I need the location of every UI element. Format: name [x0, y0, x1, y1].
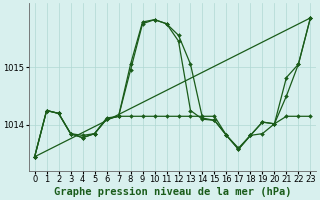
X-axis label: Graphe pression niveau de la mer (hPa): Graphe pression niveau de la mer (hPa): [54, 186, 291, 197]
